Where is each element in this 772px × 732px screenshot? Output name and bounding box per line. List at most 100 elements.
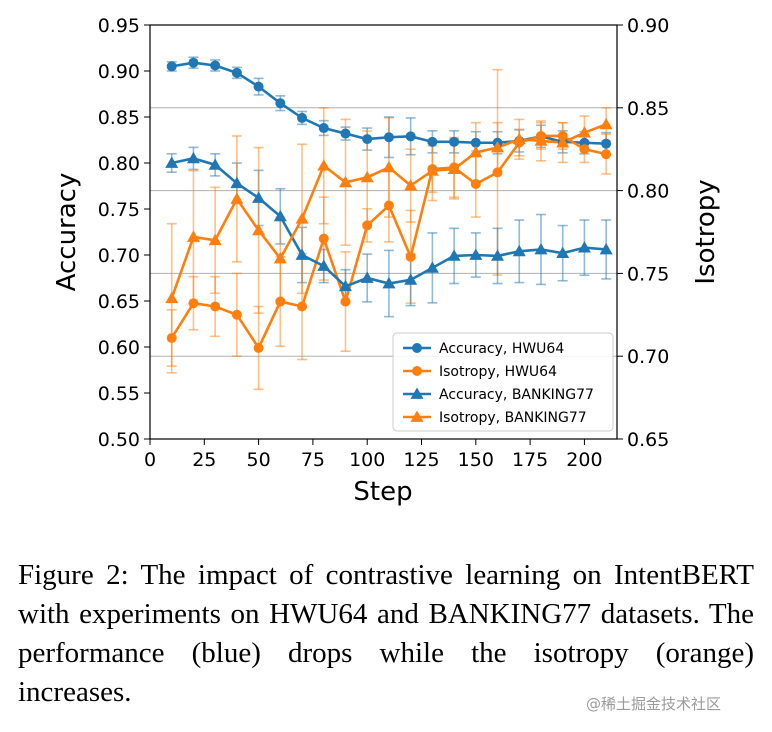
x-axis-ticks: 0 25 50 75 100 125 150 175 200 — [144, 439, 603, 471]
data-point — [601, 138, 612, 149]
data-point — [534, 242, 548, 255]
x-axis-title: Step — [353, 477, 412, 507]
right-y-tick-label: 0.90 — [627, 15, 669, 37]
data-point — [512, 244, 526, 257]
series-markers — [165, 57, 613, 353]
data-point — [383, 200, 394, 211]
data-point — [230, 176, 244, 189]
data-point — [210, 60, 221, 71]
data-point — [449, 136, 460, 147]
data-point — [295, 248, 309, 260]
left-y-tick-label: 0.55 — [98, 383, 140, 405]
right-y-tick-label: 0.75 — [627, 263, 669, 285]
data-point — [534, 134, 548, 146]
x-tick-label: 100 — [349, 449, 385, 471]
plot-frame — [149, 24, 618, 440]
watermark: @稀土掘金技术社区 — [586, 695, 722, 713]
right-y-tick-label: 0.70 — [627, 346, 669, 368]
data-point — [601, 149, 612, 160]
data-point — [470, 178, 481, 189]
data-point — [491, 249, 505, 261]
x-tick-label: 150 — [458, 449, 494, 471]
data-point — [275, 296, 286, 307]
x-tick-label: 175 — [512, 449, 548, 471]
data-point — [556, 136, 570, 148]
left-y-tick-label: 0.70 — [98, 245, 140, 267]
left-y-tick-label: 0.65 — [98, 291, 140, 313]
data-point — [557, 130, 568, 141]
legend-swatch-marker — [412, 366, 422, 376]
data-point — [425, 261, 439, 273]
legend-label: Isotropy, HWU64 — [439, 364, 557, 380]
right-y-tick-label: 0.80 — [627, 181, 669, 203]
data-point — [338, 175, 352, 188]
data-point — [447, 249, 461, 261]
data-point — [382, 277, 396, 289]
data-point — [577, 241, 591, 253]
data-point — [273, 209, 287, 222]
legend: Accuracy, HWU64 Isotropy, HWU64 Accuracy, … — [392, 332, 614, 432]
data-point — [360, 170, 374, 183]
data-point — [166, 332, 177, 343]
x-tick-label: 200 — [566, 449, 602, 471]
data-point — [253, 342, 264, 353]
data-point — [317, 159, 331, 171]
data-point — [491, 141, 505, 153]
data-point — [295, 212, 309, 224]
left-y-axis-ticks: 0.50 0.55 0.60 0.65 0.70 0.75 0.80 0.85 0.90 0.95 — [98, 15, 150, 451]
data-point — [275, 98, 286, 109]
legend-label: Accuracy, HWU64 — [439, 341, 564, 357]
data-point — [252, 223, 266, 236]
x-tick-label: 0 — [144, 449, 156, 471]
data-point — [340, 296, 351, 307]
legend-swatch-marker — [412, 343, 422, 353]
data-point — [210, 301, 221, 312]
data-point — [383, 132, 394, 143]
data-point — [231, 309, 242, 320]
figure-chart: 0 25 50 75 100 125 150 175 200 0.500.550.600.650… — [52, 15, 721, 507]
left-y-axis-title: Accuracy — [52, 173, 82, 292]
data-point — [231, 67, 242, 78]
data-point — [362, 134, 373, 145]
right-y-tick-label: 0.85 — [627, 98, 669, 120]
data-point — [404, 273, 418, 285]
data-point — [188, 57, 199, 68]
data-point — [362, 220, 373, 231]
data-point — [186, 230, 200, 242]
data-point — [188, 298, 199, 309]
x-tick-label: 125 — [403, 449, 439, 471]
data-point — [469, 248, 483, 260]
data-point — [297, 112, 308, 123]
left-y-tick-label: 0.60 — [98, 337, 140, 359]
data-point — [556, 246, 570, 259]
data-point — [599, 117, 613, 130]
data-point — [340, 128, 351, 139]
data-point — [427, 136, 438, 147]
data-point — [317, 259, 331, 271]
legend-label: Isotropy, BANKING77 — [439, 410, 587, 426]
data-point — [166, 61, 177, 72]
right-y-axis-ticks: 0.65 0.70 0.75 0.80 0.85 0.90 — [617, 15, 669, 451]
data-point — [469, 146, 483, 158]
data-point — [252, 191, 266, 203]
left-y-tick-label: 0.90 — [98, 61, 140, 83]
left-y-tick-label: 0.80 — [98, 153, 140, 175]
data-point — [273, 251, 287, 264]
right-y-axis-title: Isotropy — [691, 179, 721, 284]
left-y-tick-label: 0.95 — [98, 15, 140, 37]
data-point — [208, 233, 222, 246]
data-point — [208, 158, 222, 170]
data-point — [470, 137, 481, 148]
data-point — [447, 162, 461, 174]
data-point — [425, 164, 439, 176]
left-y-tick-label: 0.85 — [98, 107, 140, 129]
legend-box — [392, 332, 614, 432]
x-tick-label: 50 — [247, 449, 271, 471]
x-tick-label: 75 — [301, 449, 325, 471]
legend-swatch-marker — [410, 410, 424, 422]
data-point — [360, 271, 374, 283]
legend-label: Accuracy, BANKING77 — [439, 387, 594, 403]
data-point — [318, 233, 329, 244]
data-point — [318, 123, 329, 134]
data-point — [579, 144, 590, 155]
